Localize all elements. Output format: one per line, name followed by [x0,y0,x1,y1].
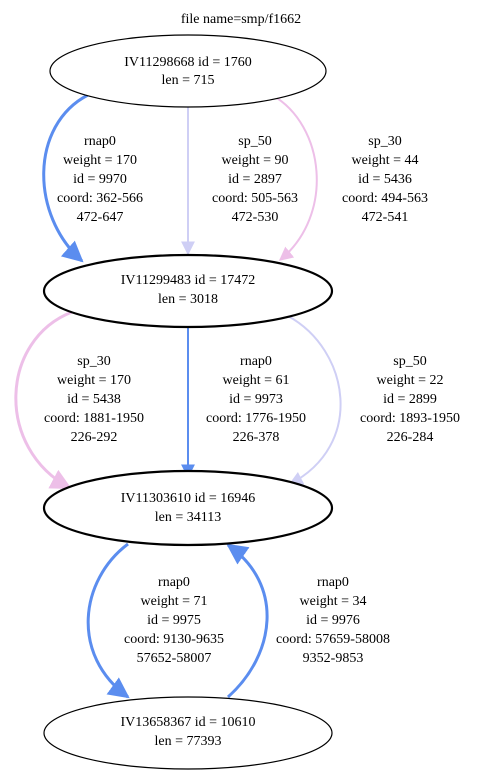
edge-label-e1: rnap0 weight = 170 id = 9970 coord: 362-… [57,134,143,225]
edge-label-e4: sp_30 weight = 170 id = 5438 coord: 1881… [44,354,144,445]
node-len: len = 34113 [155,510,221,525]
edge-label-line: rnap0 [240,354,272,369]
edge-label-line: id = 9976 [306,613,360,628]
edge-label-line: 472-647 [77,210,124,225]
edge-label-line: coord: 362-566 [57,191,143,206]
edge-label-line: 9352-9853 [303,651,364,666]
edge-label-line: coord: 9130-9635 [124,632,224,647]
edge-label-line: sp_30 [77,354,110,369]
edge-label-e2: sp_50 weight = 90 id = 2897 coord: 505-5… [212,134,298,225]
edge-label-line: sp_50 [238,134,271,149]
edge-label-e8: rnap0 weight = 34 id = 9976 coord: 57659… [276,575,390,666]
edge-label-line: 472-530 [232,210,279,225]
edge-label-line: id = 5436 [358,172,412,187]
edge-label-line: coord: 57659-58008 [276,632,390,647]
edge-label-line: id = 9973 [229,392,283,407]
edge-label-line: 226-378 [233,430,280,445]
edge-label-line: coord: 1776-1950 [206,411,306,426]
edge-label-line: 226-284 [387,430,434,445]
edge-label-e7: rnap0 weight = 71 id = 9975 coord: 9130-… [124,575,224,666]
edge-e1 [42,93,89,263]
edge-label-line: id = 9970 [73,172,127,187]
node-len: len = 77393 [155,734,222,749]
edge-label-line: coord: 505-563 [212,191,298,206]
node-n3[interactable]: IV11303610 id = 16946 len = 34113 [42,469,334,547]
node-n2[interactable]: IV11299483 id = 17472 len = 3018 [42,253,334,329]
edge-e7 [86,542,130,699]
edge-label-line: id = 2899 [383,392,437,407]
edge-e4 [14,310,73,490]
node-label: IV11299483 id = 17472 [121,273,256,288]
edge-label-line: sp_30 [368,134,401,149]
edge-label-line: id = 5438 [67,392,121,407]
graph-title: file name=smp/f1662 [181,12,301,27]
edge-e3 [271,94,318,261]
node-n1[interactable]: IV11298668 id = 1760 len = 715 [49,34,327,108]
edge-label-e6: sp_50 weight = 22 id = 2899 coord: 1893-… [360,354,460,445]
edge-label-line: weight = 61 [223,373,290,388]
node-label: IV11303610 id = 16946 [121,491,256,506]
edge-label-line: weight = 71 [141,594,208,609]
edge-e6 [287,315,342,485]
edge-label-line: weight = 34 [300,594,367,609]
edge-label-line: 472-541 [362,210,409,225]
edge-label-line: coord: 494-563 [342,191,428,206]
edge-label-line: rnap0 [84,134,116,149]
edge-label-line: weight = 170 [57,373,131,388]
edge-label-line: weight = 170 [63,153,137,168]
edge-label-line: weight = 22 [377,373,444,388]
node-label: IV11298668 id = 1760 [124,55,252,70]
edge-label-line: weight = 90 [222,153,289,168]
edge-label-line: coord: 1881-1950 [44,411,144,426]
edge-label-line: weight = 44 [352,153,419,168]
edge-label-line: 57652-58007 [137,651,212,666]
node-len: len = 715 [162,73,215,88]
edge-label-e5: rnap0 weight = 61 id = 9973 coord: 1776-… [206,354,306,445]
edge-label-e3: sp_30 weight = 44 id = 5436 coord: 494-5… [342,134,428,225]
edge-label-line: rnap0 [158,575,190,590]
edge-label-line: rnap0 [317,575,349,590]
node-label: IV13658367 id = 10610 [120,715,255,730]
edge-e8 [226,543,269,699]
edge-label-line: id = 2897 [228,172,282,187]
edge-label-line: sp_50 [393,354,426,369]
node-len: len = 3018 [158,292,218,307]
edge-label-line: 226-292 [71,430,118,445]
edge-label-line: id = 9975 [147,613,201,628]
node-n4[interactable]: IV13658367 id = 10610 len = 77393 [43,696,333,770]
edge-label-line: coord: 1893-1950 [360,411,460,426]
